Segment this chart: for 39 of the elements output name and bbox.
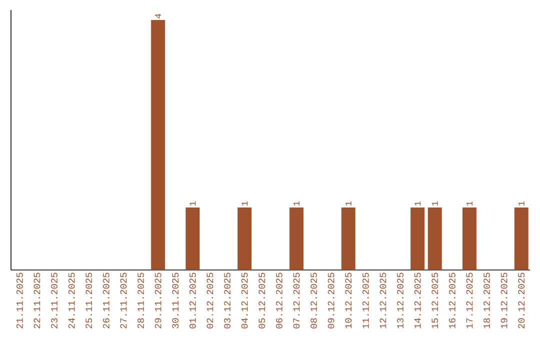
x-tick-label: 08.12.2025 [310, 272, 317, 328]
x-tick-label: 30.11.2025 [172, 272, 179, 328]
x-tick-label: 15.12.2025 [432, 272, 438, 328]
x-tick-label: 17.12.2025 [466, 272, 473, 328]
x-tick-label: 05.12.2025 [258, 272, 266, 328]
data-label: 1 [190, 201, 196, 206]
x-tick-label: 26.11.2025 [102, 272, 110, 328]
x-tick-label: 06.12.2025 [276, 272, 282, 328]
x-tick-label: 18.12.2025 [484, 272, 490, 328]
data-label: 1 [414, 201, 421, 206]
x-tick-label: 11.12.2025 [362, 272, 369, 328]
data-label: 1 [518, 201, 524, 206]
x-tick-label: 24.11.2025 [68, 272, 75, 328]
x-tick-label: 03.12.2025 [224, 272, 230, 328]
x-tick-label: 10.12.2025 [345, 272, 352, 328]
x-tick-label: 27.11.2025 [120, 272, 127, 328]
x-tick-label: 19.12.2025 [500, 272, 508, 328]
x-tick-label: 20.12.2025 [518, 272, 525, 328]
data-label: 4 [155, 14, 162, 18]
x-tick-label: 29.11.2025 [154, 272, 162, 328]
x-tick-label: 13.12.2025 [397, 272, 404, 328]
x-tick-label: 16.12.2025 [448, 272, 456, 328]
data-label: 1 [432, 201, 438, 206]
data-label: 1 [294, 201, 300, 206]
x-tick-label: 07.12.2025 [293, 272, 300, 328]
x-tick-label: 23.11.2025 [51, 272, 58, 328]
x-tick-label: 25.11.2025 [86, 272, 92, 328]
data-label: 1 [345, 201, 352, 206]
data-label: 1 [466, 201, 472, 206]
data-label: 1 [242, 201, 248, 206]
x-tick-label: 22.11.2025 [34, 272, 40, 328]
x-tick-label: 09.12.2025 [328, 272, 334, 328]
x-tick-label: 14.12.2025 [414, 272, 421, 328]
x-tick-label: 04.12.2025 [241, 272, 248, 328]
x-tick-label: 12.12.2025 [380, 272, 386, 328]
x-tick-label: 21.11.2025 [16, 272, 23, 328]
x-tick-label: 02.12.2025 [206, 272, 214, 328]
x-tick-label: 01.12.2025 [189, 272, 196, 328]
x-tick-label: 28.11.2025 [138, 272, 144, 328]
